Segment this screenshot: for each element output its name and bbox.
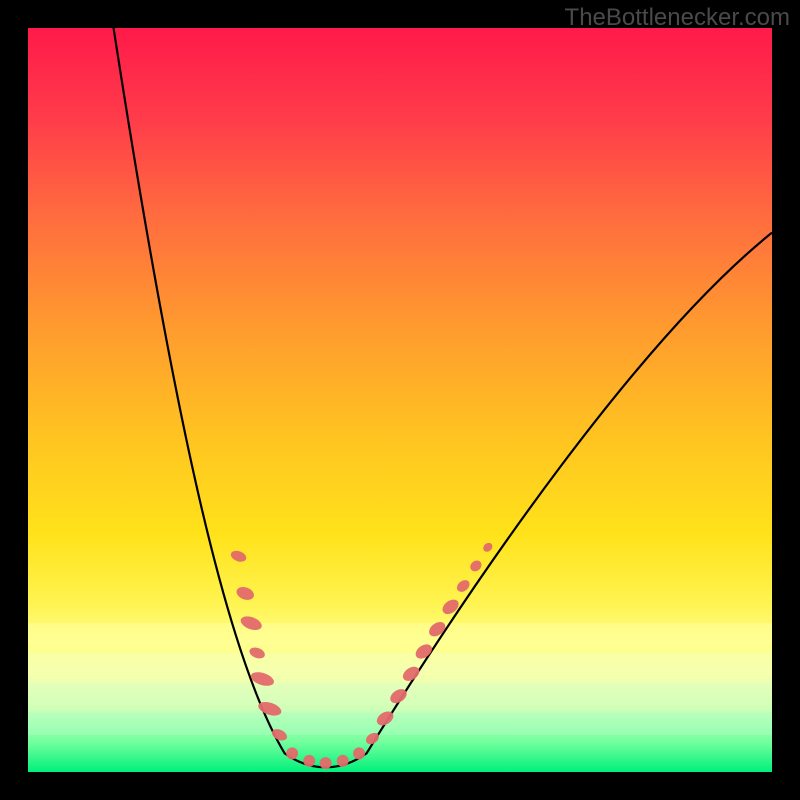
dot-marker [286, 747, 298, 759]
chart-canvas: TheBottlenecker.com [0, 0, 800, 800]
dot-marker [320, 757, 332, 769]
dot-marker [337, 755, 349, 767]
bottleneck-curve-svg [0, 0, 800, 800]
dot-marker [303, 755, 315, 767]
dot-marker [353, 747, 365, 759]
